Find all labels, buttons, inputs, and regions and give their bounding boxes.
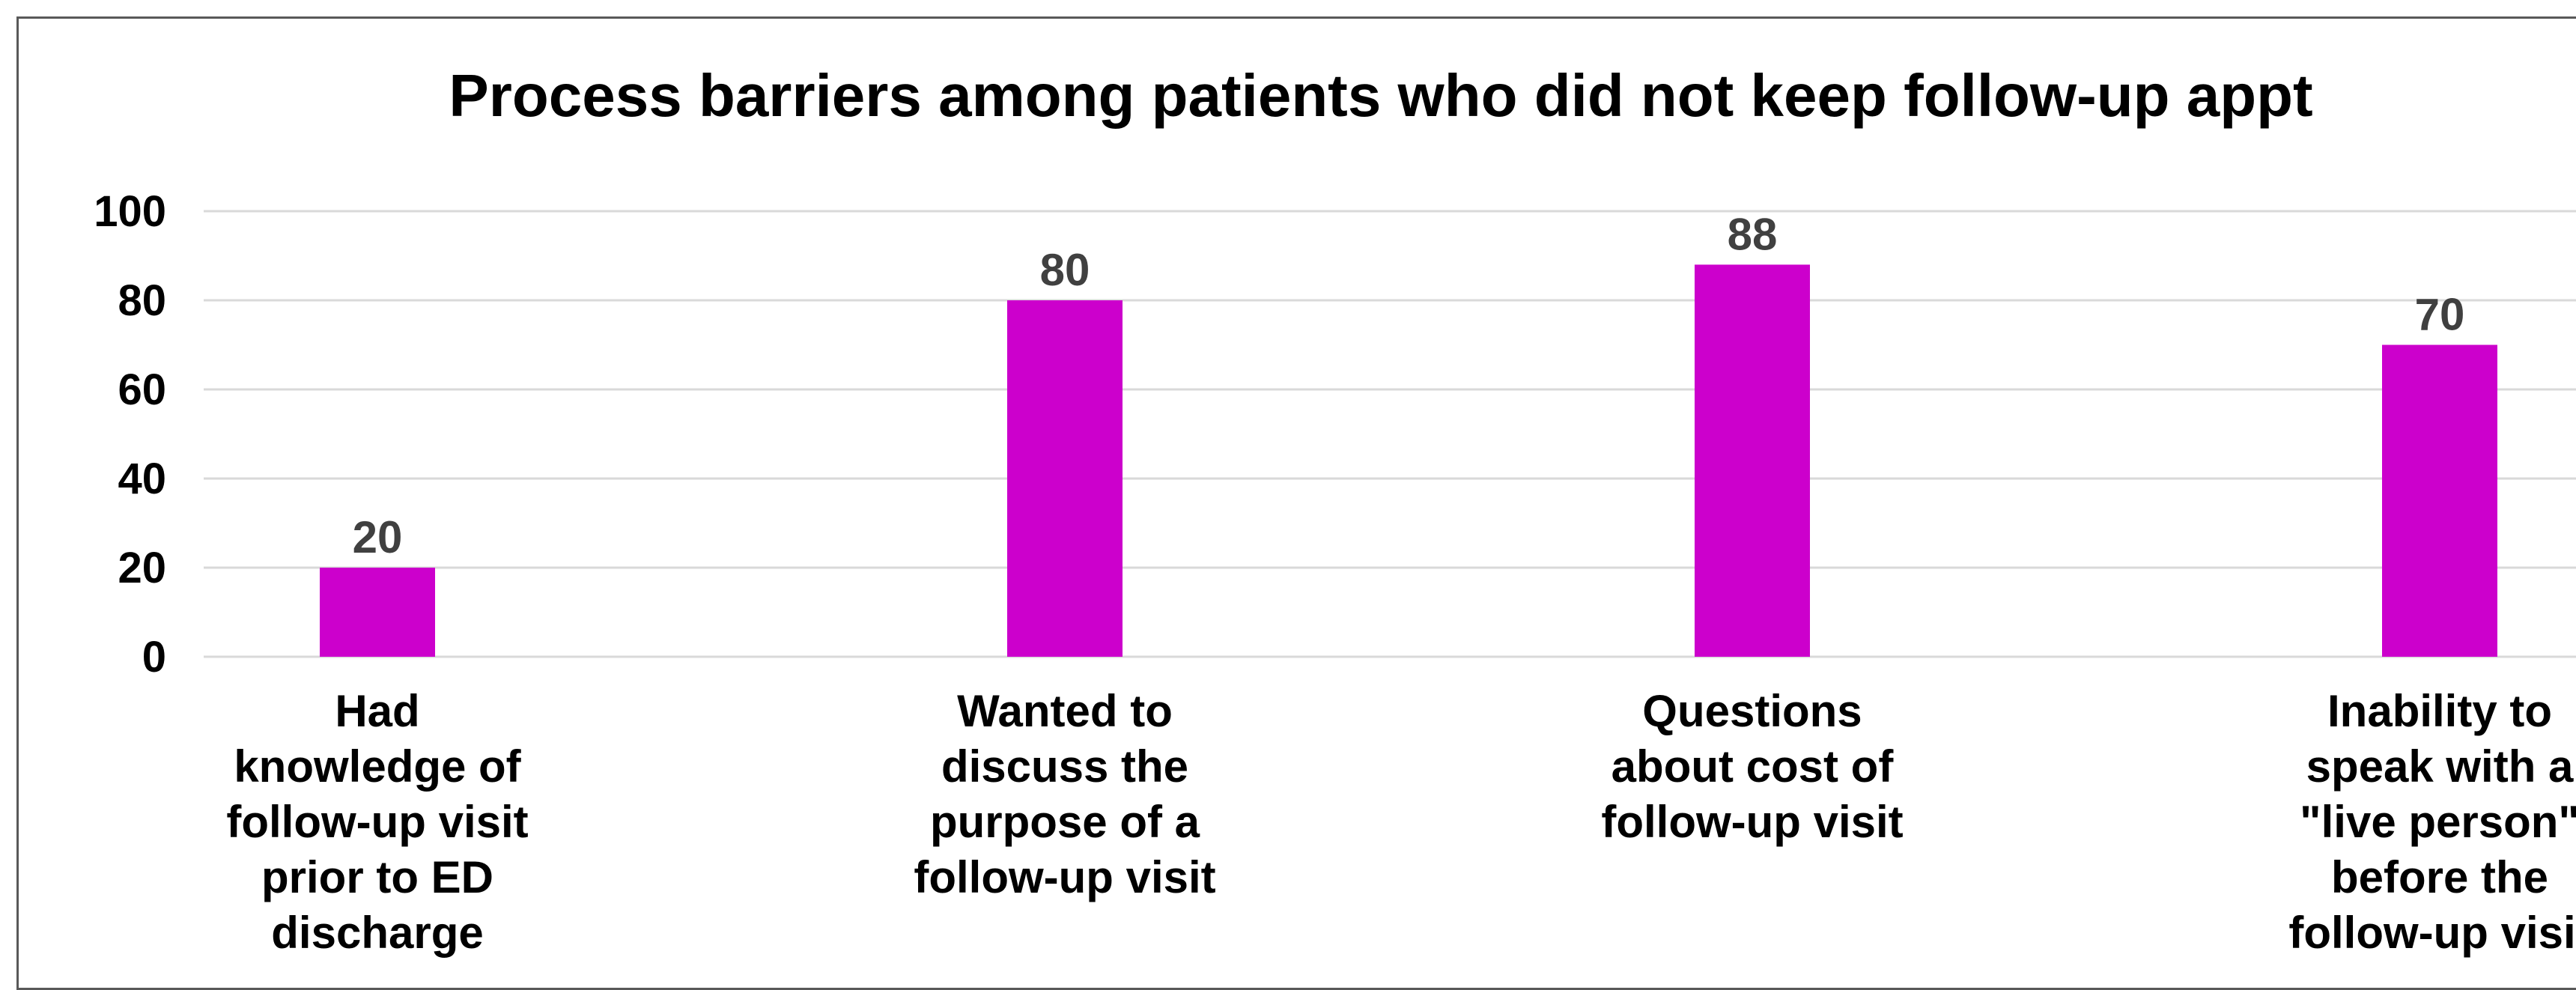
x-tick-label: Questions about cost of follow-up visit — [1601, 686, 1904, 847]
bar-chart: 0 20 40 60 80 100 20 80 88 70 — [94, 187, 2576, 681]
data-label: 88 — [1728, 209, 1778, 259]
y-tick-label: 20 — [118, 544, 166, 592]
data-label: 20 — [353, 512, 403, 562]
data-label: 70 — [2415, 290, 2465, 340]
bar — [1007, 300, 1123, 657]
data-label: 80 — [1040, 245, 1090, 295]
y-tick-label: 80 — [118, 276, 166, 325]
y-tick-label: 100 — [94, 187, 166, 236]
y-tick-label: 60 — [118, 365, 166, 414]
bar — [2382, 344, 2497, 657]
y-tick-label: 0 — [142, 633, 166, 681]
chart-frame — [16, 16, 2576, 990]
x-tick-label: Wanted to discuss the purpose of a follo… — [914, 686, 1216, 902]
bar — [1695, 264, 1810, 657]
x-tick-label: Inability to speak with a "live person" … — [2288, 686, 2576, 958]
y-tick-label: 40 — [118, 455, 166, 503]
bar — [320, 568, 435, 657]
chart-title: Process barriers among patients who did … — [449, 62, 2313, 129]
x-tick-label: Had knowledge of follow-up visit prior t… — [226, 686, 529, 958]
